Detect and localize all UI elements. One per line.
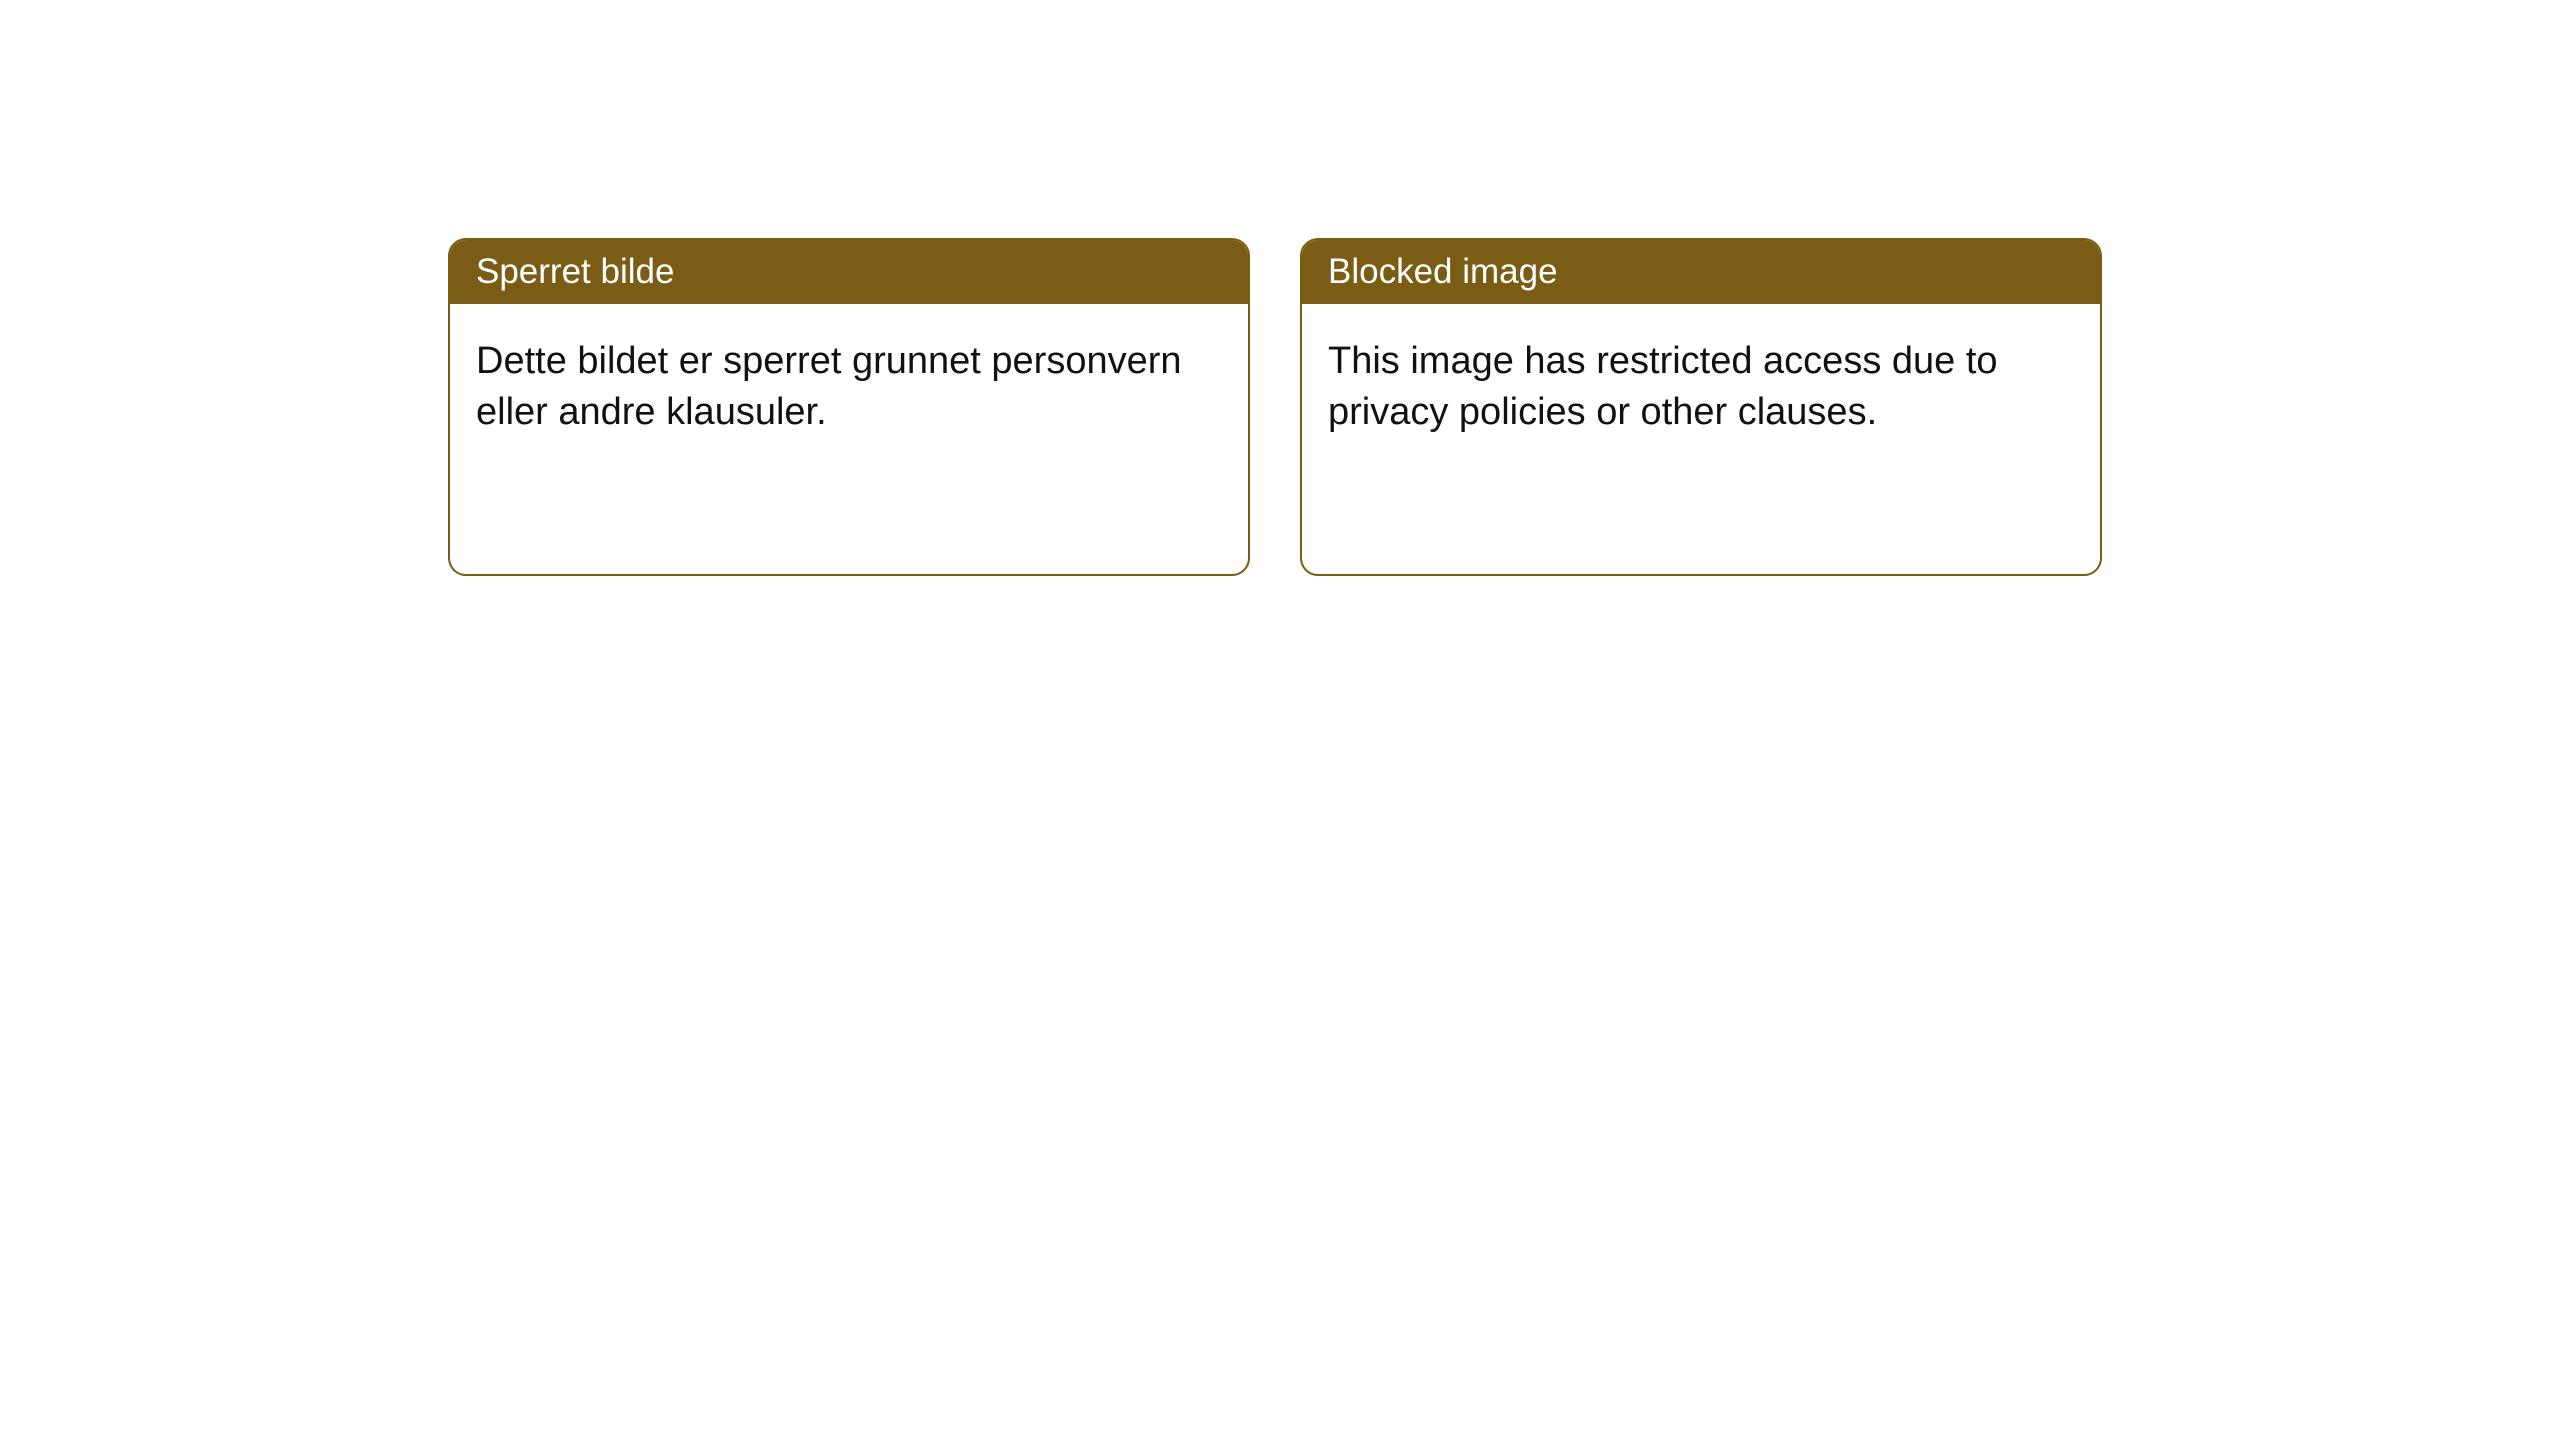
notice-body-text: Dette bildet er sperret grunnet personve… [476, 340, 1182, 433]
notice-title: Sperret bilde [476, 252, 674, 291]
notice-header: Blocked image [1302, 240, 2100, 304]
notice-container: Sperret bilde Dette bildet er sperret gr… [0, 0, 2560, 576]
notice-header: Sperret bilde [450, 240, 1248, 304]
notice-title: Blocked image [1328, 252, 1558, 291]
notice-body: This image has restricted access due to … [1302, 304, 2100, 574]
notice-card-english: Blocked image This image has restricted … [1300, 238, 2102, 576]
notice-body: Dette bildet er sperret grunnet personve… [450, 304, 1248, 574]
notice-card-norwegian: Sperret bilde Dette bildet er sperret gr… [448, 238, 1250, 576]
notice-body-text: This image has restricted access due to … [1328, 340, 1998, 433]
